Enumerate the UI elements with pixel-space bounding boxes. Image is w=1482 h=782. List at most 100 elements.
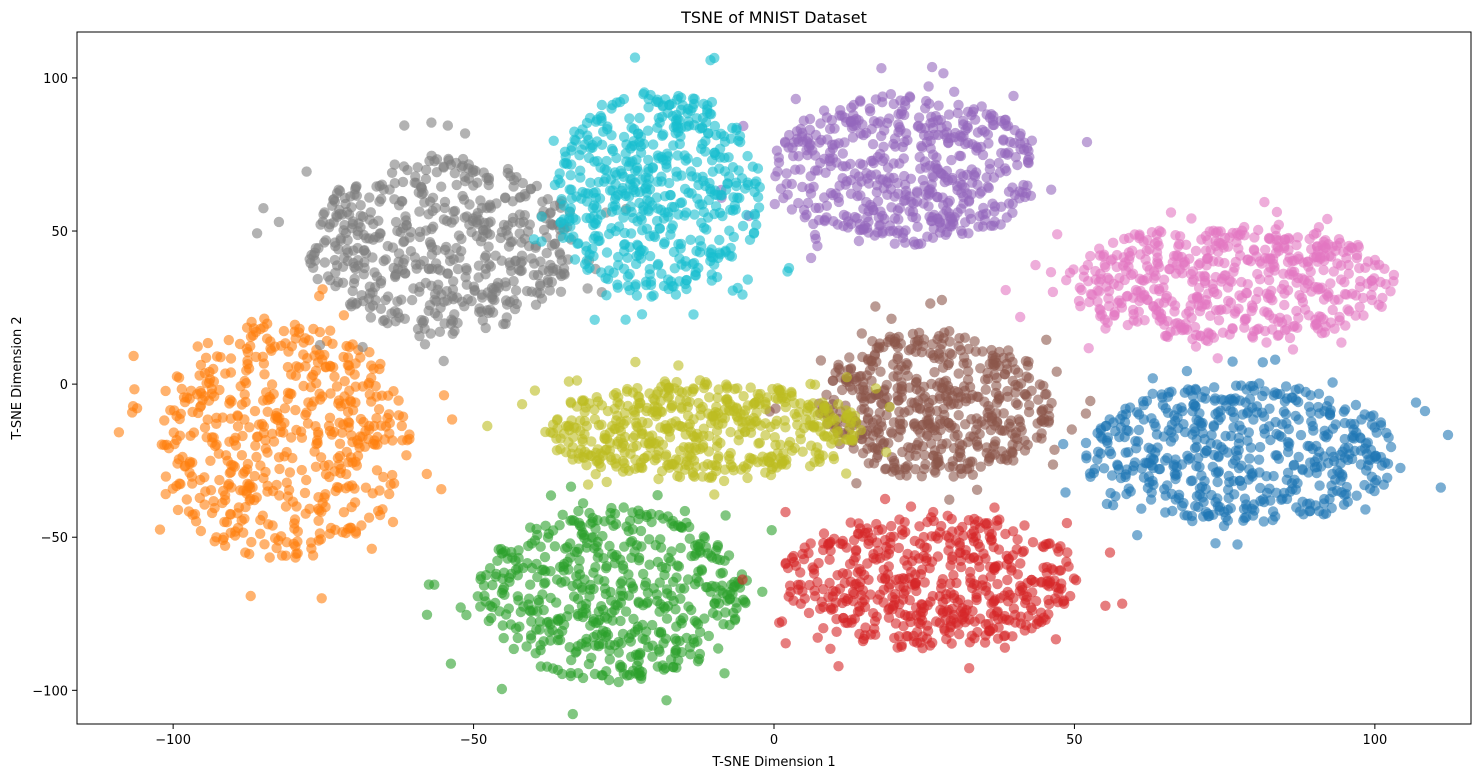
data-point bbox=[196, 388, 207, 399]
data-point bbox=[623, 632, 635, 644]
data-point bbox=[862, 353, 874, 365]
data-point bbox=[241, 485, 252, 497]
data-point bbox=[324, 528, 335, 539]
data-point bbox=[989, 201, 1001, 212]
data-point bbox=[858, 129, 869, 141]
data-point bbox=[175, 478, 186, 490]
data-point bbox=[1206, 329, 1217, 340]
data-point bbox=[718, 475, 730, 487]
data-point bbox=[423, 209, 434, 220]
data-point bbox=[343, 417, 355, 428]
data-point bbox=[472, 177, 483, 188]
data-point bbox=[841, 176, 852, 187]
data-point bbox=[971, 484, 983, 495]
data-point bbox=[1081, 453, 1092, 464]
data-point bbox=[947, 526, 958, 537]
data-point bbox=[1095, 268, 1106, 279]
data-point bbox=[974, 541, 985, 553]
data-point bbox=[1271, 206, 1283, 218]
data-point bbox=[174, 430, 186, 441]
data-point bbox=[1315, 311, 1327, 323]
data-point bbox=[357, 341, 368, 353]
data-point bbox=[971, 145, 982, 156]
data-point bbox=[1419, 405, 1431, 417]
data-point bbox=[711, 401, 722, 413]
data-point bbox=[620, 148, 631, 159]
data-point bbox=[374, 228, 386, 239]
data-point bbox=[387, 516, 399, 528]
data-point bbox=[604, 645, 615, 656]
data-point bbox=[397, 176, 409, 188]
data-point bbox=[848, 588, 860, 600]
data-point bbox=[390, 216, 402, 228]
data-point bbox=[955, 561, 967, 573]
data-point bbox=[1010, 427, 1022, 438]
data-point bbox=[441, 215, 453, 227]
data-point bbox=[819, 192, 830, 203]
data-point bbox=[251, 492, 262, 503]
data-point bbox=[129, 384, 140, 395]
data-point bbox=[358, 296, 369, 307]
data-point bbox=[948, 471, 959, 482]
data-point bbox=[562, 611, 573, 622]
data-point bbox=[841, 372, 852, 383]
data-point bbox=[1264, 403, 1275, 414]
data-point bbox=[675, 615, 686, 626]
data-point bbox=[477, 292, 488, 303]
data-point bbox=[1052, 229, 1063, 240]
data-point bbox=[893, 542, 904, 554]
data-point bbox=[868, 553, 879, 564]
data-point bbox=[732, 383, 743, 394]
data-point bbox=[459, 171, 470, 182]
data-point bbox=[239, 466, 250, 477]
data-point bbox=[1015, 311, 1026, 323]
data-point bbox=[1343, 442, 1354, 453]
data-point bbox=[266, 379, 278, 390]
data-point bbox=[291, 361, 302, 372]
data-point bbox=[1336, 337, 1347, 348]
data-point bbox=[1370, 450, 1381, 461]
data-point bbox=[1247, 332, 1259, 343]
data-point bbox=[995, 593, 1006, 604]
data-point bbox=[1183, 306, 1195, 317]
data-point bbox=[865, 170, 877, 181]
data-point bbox=[531, 558, 542, 570]
data-point bbox=[398, 161, 410, 172]
data-point bbox=[812, 240, 823, 252]
data-point bbox=[973, 221, 984, 232]
data-point bbox=[1148, 266, 1160, 277]
data-point bbox=[617, 576, 628, 587]
data-point bbox=[259, 369, 270, 380]
data-point bbox=[320, 489, 331, 500]
data-point bbox=[1293, 451, 1304, 463]
data-point bbox=[830, 415, 841, 426]
data-point bbox=[1023, 145, 1034, 157]
data-point bbox=[1187, 515, 1198, 527]
data-point bbox=[1010, 387, 1021, 398]
data-point bbox=[633, 391, 644, 402]
data-point bbox=[870, 383, 882, 394]
data-point bbox=[1231, 227, 1242, 239]
data-point bbox=[463, 159, 474, 170]
data-point bbox=[351, 460, 362, 471]
data-point bbox=[606, 595, 617, 606]
data-point bbox=[948, 570, 959, 581]
data-point bbox=[438, 355, 449, 367]
data-point bbox=[514, 621, 525, 632]
data-point bbox=[587, 512, 598, 524]
data-point bbox=[349, 483, 360, 494]
data-point bbox=[1366, 471, 1378, 482]
data-point bbox=[960, 393, 972, 404]
data-point bbox=[807, 145, 818, 156]
data-point bbox=[964, 208, 975, 219]
data-point bbox=[929, 352, 940, 364]
data-point bbox=[1054, 565, 1065, 576]
data-point bbox=[558, 561, 569, 572]
data-point bbox=[899, 609, 911, 621]
data-point bbox=[671, 645, 682, 656]
data-point bbox=[1169, 300, 1181, 311]
data-point bbox=[698, 531, 709, 542]
data-point bbox=[491, 281, 502, 292]
data-point bbox=[1002, 574, 1013, 586]
data-point bbox=[927, 122, 939, 134]
